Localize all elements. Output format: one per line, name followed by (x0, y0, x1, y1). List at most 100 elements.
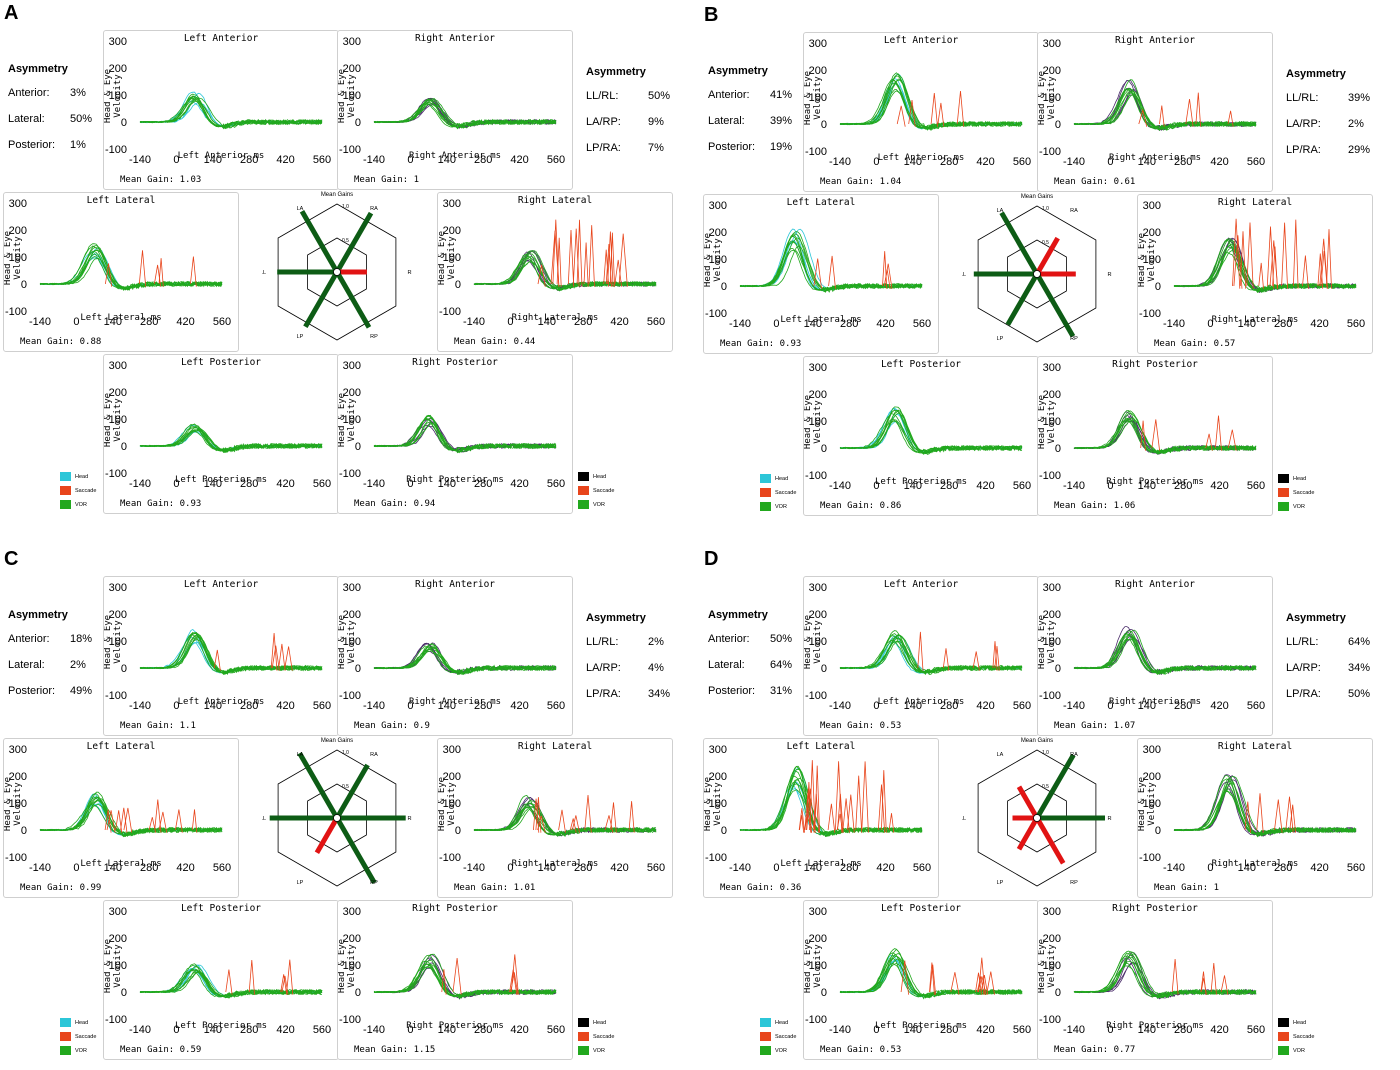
asymmetry-value: 2% (1348, 118, 1364, 130)
x-axis-label: Left Anterior ms (177, 697, 265, 707)
plot-canvas: 300 200 100 0 -100-140 0 140 280 420 560 (105, 582, 331, 712)
gain-bar-lp (1005, 272, 1040, 326)
x-tick-label: 560 (1013, 1024, 1031, 1036)
y-tick-label: 200 (1043, 389, 1061, 401)
mean-gain-value: 0.93 (179, 499, 202, 509)
plot-canvas: 300 200 100 0 -100-140 0 140 280 420 560 (339, 360, 565, 490)
x-tick-label: 0 (1107, 700, 1113, 712)
asymmetry-title: Asymmetry (8, 609, 68, 621)
x-tick-label: 140 (1138, 156, 1156, 168)
legend-label: VOR (775, 503, 787, 510)
mean-gains-hexagon: Mean Gains 1.0 0.5 LA RA LL RL LP RP (960, 738, 1115, 890)
plot-canvas: 300 200 100 0 -100-140 0 140 280 420 560 (805, 582, 1031, 712)
legend-swatch (760, 1018, 771, 1027)
vor-trace (139, 631, 323, 675)
x-tick-label: 560 (313, 1024, 331, 1036)
gain-bar-lp (314, 816, 340, 854)
legend-item: VOR (578, 500, 614, 509)
legend-label: Saccade (593, 487, 615, 494)
y-tick-label: 0 (1055, 119, 1061, 131)
plot-title: Right Lateral (1217, 197, 1293, 208)
asymmetry-value: 39% (1348, 92, 1371, 104)
saccade-trace (607, 231, 614, 287)
mean-gain-value: 1.04 (879, 177, 902, 187)
saccade-trace (1140, 420, 1146, 451)
saccade-trace (1151, 419, 1160, 451)
legend-label: VOR (75, 501, 87, 508)
y-tick-label: 300 (1143, 200, 1161, 212)
vor-trace (840, 79, 1023, 130)
y-tick-label: 200 (109, 63, 127, 75)
saccade-trace (105, 263, 113, 287)
legend: Head Saccade VOR (1278, 474, 1314, 516)
asymmetry-label: LP/RA: (1286, 688, 1321, 700)
vor-trace (1073, 418, 1257, 455)
saccade-trace (1205, 433, 1213, 451)
hex-axis-label: LL (262, 270, 266, 276)
asymmetry-row: LP/RA: 50% (1286, 688, 1370, 700)
y-tick-label: -100 (705, 308, 727, 320)
y-tick-label: -100 (5, 852, 27, 864)
plot-canvas: 300 200 100 0 -100-140 0 140 280 420 560 (105, 906, 331, 1036)
head-trace (839, 78, 1023, 129)
vhit-plot-lp: Left Posterior Head & Eye Velocity 300 200 1… (103, 900, 339, 1060)
mean-gain-value: 0.53 (879, 721, 902, 731)
figure-panel-b: B Asymmetry Anterior: 41% Lateral: 39% Posteri… (700, 2, 1400, 526)
saccade-trace (1256, 793, 1264, 833)
asymmetry-row: LA/RP: 2% (1286, 118, 1370, 130)
y-tick-label: -100 (805, 146, 827, 158)
y-tick-label: 0 (821, 443, 827, 455)
vhit-plot-ll: Left Lateral Head & Eye Velocity 300 200 100… (703, 194, 939, 354)
x-tick-label: 280 (940, 156, 958, 168)
x-tick-label: 560 (547, 700, 565, 712)
y-tick-label: 0 (1055, 663, 1061, 675)
y-tick-label: 0 (721, 825, 727, 837)
gain-bar-la (999, 211, 1040, 276)
x-axis-label: Right Anterior ms (1108, 153, 1202, 163)
asymmetry-row: Lateral: 64% (708, 659, 792, 671)
mean-gains-title: Mean Gains (320, 192, 354, 198)
saccade-trace (1159, 105, 1165, 127)
legend-item: VOR (60, 500, 96, 509)
x-tick-label: 420 (1310, 318, 1328, 330)
asymmetry-title: Asymmetry (586, 612, 646, 624)
y-tick-label: 100 (809, 416, 827, 428)
saccade-trace (614, 259, 622, 287)
saccade-trace (1185, 98, 1194, 127)
vor-trace (1173, 774, 1357, 835)
hex-axis-label: RA (370, 752, 378, 758)
y-tick-label: 200 (1043, 933, 1061, 945)
x-axis-label: Right Anterior ms (408, 151, 502, 161)
saccade-trace (956, 90, 965, 127)
asymmetry-title: Asymmetry (708, 609, 768, 621)
vhit-plot-lp: Left Posterior Head & Eye Velocity 300 200 1… (803, 900, 1039, 1060)
vor-trace (373, 646, 557, 675)
asymmetry-label: Posterior: (708, 141, 756, 153)
x-tick-label: 560 (913, 318, 931, 330)
hexagon-inner (307, 237, 367, 307)
saccade-trace (537, 815, 546, 833)
saccade-trace (1220, 975, 1229, 995)
vor-trace (1073, 638, 1257, 674)
saccade-trace (558, 809, 566, 833)
plot-canvas: 300 200 100 0 -100-140 0 140 280 420 560 (5, 198, 231, 328)
mean-gain: Mean Gain: 0.93 (120, 499, 201, 509)
x-tick-label: -140 (829, 480, 851, 492)
vor-trace (139, 426, 323, 453)
saccade-trace (1269, 240, 1279, 289)
vor-trace (1073, 420, 1257, 454)
y-tick-label: -100 (1139, 308, 1161, 320)
asymmetry-row: Anterior: 18% (8, 633, 92, 645)
mean-gain: Mean Gain: 1.06 (1054, 501, 1135, 511)
x-tick-label: 560 (213, 316, 231, 328)
legend-item: Saccade (60, 486, 96, 495)
saccade-trace (992, 641, 998, 671)
vor-trace (1173, 238, 1357, 291)
y-tick-label: 300 (9, 744, 27, 756)
vhit-plot-rp: Right Posterior Head & Eye Velocity 300 200… (337, 900, 573, 1060)
y-tick-label: 200 (809, 389, 827, 401)
saccade-trace (929, 962, 935, 995)
vor-trace (739, 770, 923, 837)
y-tick-label: 0 (455, 279, 461, 291)
x-tick-label: 0 (873, 1024, 879, 1036)
